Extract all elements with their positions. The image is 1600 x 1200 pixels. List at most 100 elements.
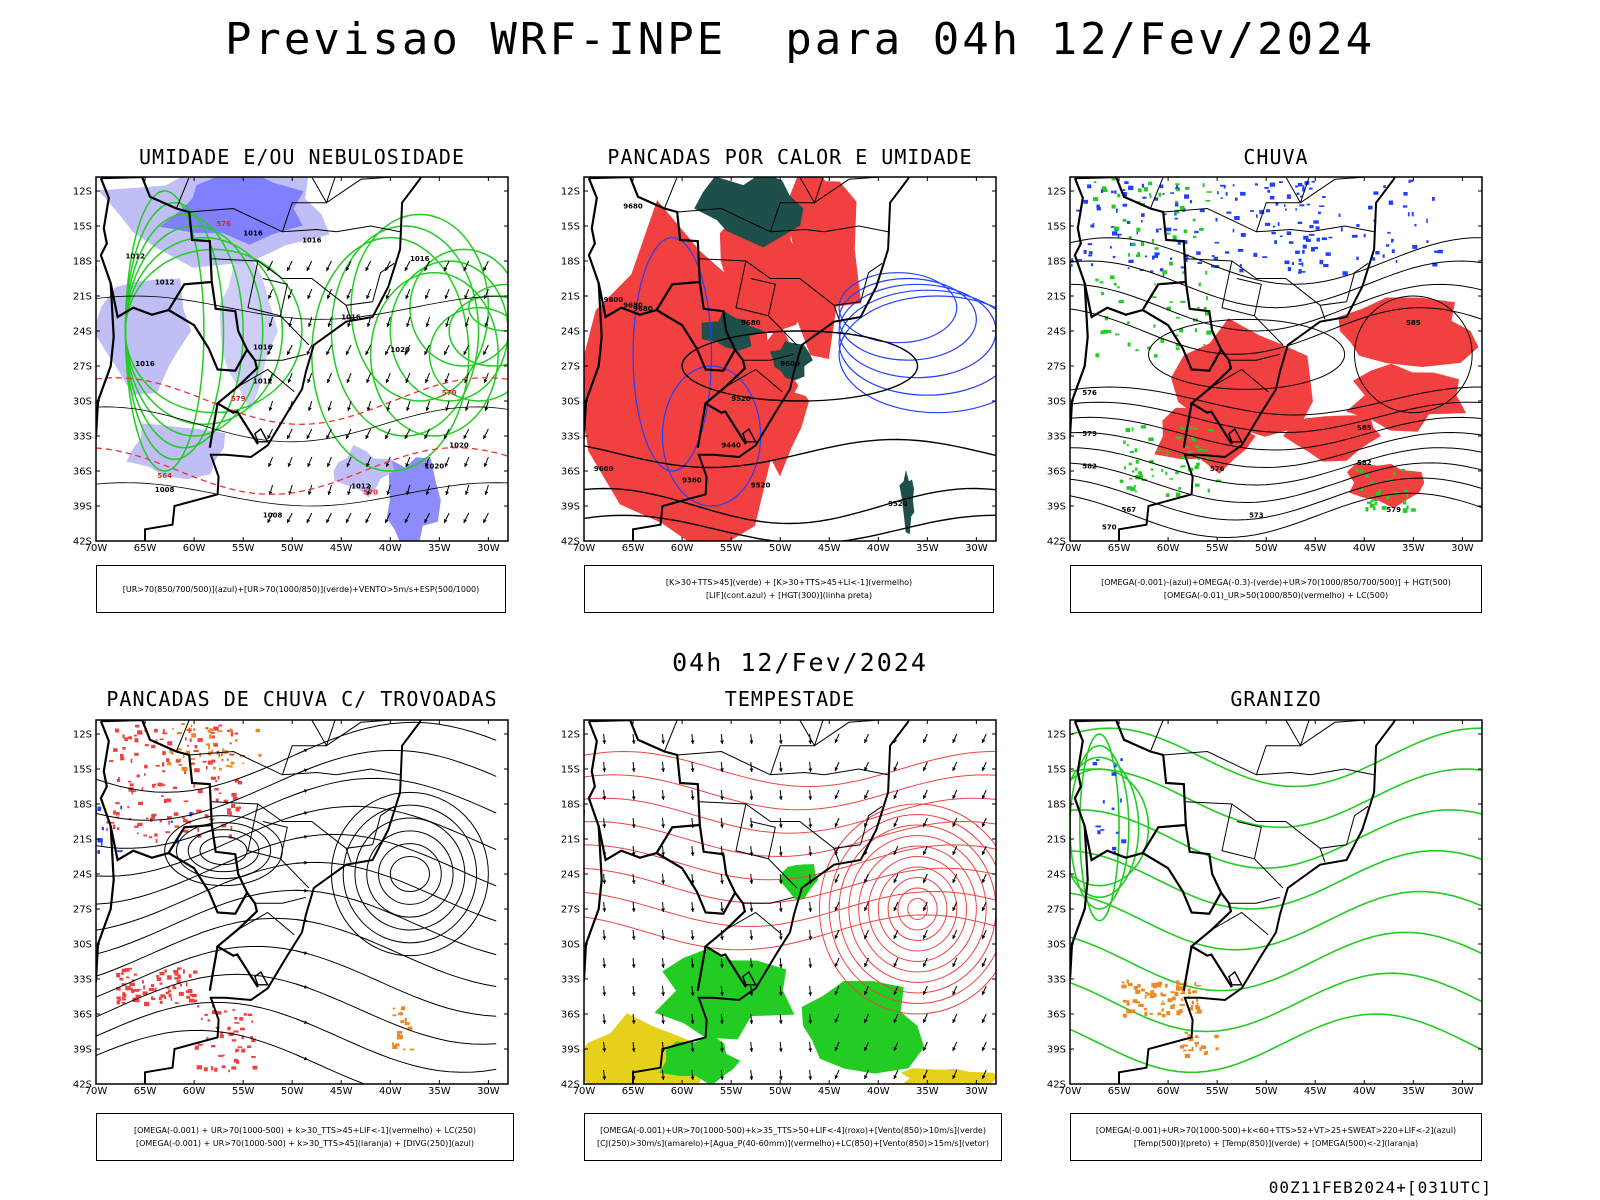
coastline — [1118, 720, 1396, 1084]
forecast-time-subtitle: 04h 12/Fev/2024 — [672, 648, 928, 677]
convective-area — [255, 728, 261, 733]
wind-vector — [661, 992, 665, 996]
thunderstorm-area — [206, 1037, 209, 1040]
lifted-index-contour — [838, 277, 977, 361]
legend-caption: [OMEGA(-0.001) + UR>70(1000-500) + k>30_… — [96, 1113, 514, 1161]
wind-vector — [893, 851, 898, 855]
contour-label: 9600 — [780, 360, 800, 368]
thunderstorm-area — [227, 811, 232, 815]
omega-strong-area — [1406, 505, 1409, 510]
wind-vector — [406, 323, 410, 327]
thunderstorm-area — [204, 814, 209, 819]
wind-vector — [287, 463, 292, 467]
omega-500-area — [1170, 991, 1175, 994]
wind-vector — [749, 824, 754, 828]
wind-vector — [981, 795, 986, 799]
omega-strong-area — [1136, 227, 1141, 232]
x-tick-label: 60W — [671, 1086, 694, 1097]
wind-vector — [893, 963, 898, 967]
x-tick-label: 50W — [281, 543, 304, 554]
convective-area — [401, 1006, 406, 1011]
x-tick-label: 55W — [1206, 1086, 1229, 1097]
thunderstorm-area — [207, 760, 213, 765]
country-border — [99, 720, 212, 862]
x-tick-label: 35W — [428, 1086, 451, 1097]
wind-vector — [749, 1076, 754, 1080]
x-tick-label: 50W — [769, 543, 792, 554]
thunderstorm-area — [194, 745, 198, 749]
contour-label: 1012 — [253, 378, 273, 386]
main-title: Previsao WRF-INPE para 04h 12/Fev/2024 — [224, 14, 1376, 65]
omega-500-area — [1194, 1012, 1197, 1014]
panel-title: PANCADAS POR CALOR E UMIDADE — [607, 145, 973, 169]
thunderstorm-area — [135, 724, 140, 728]
lagoon — [1228, 427, 1243, 443]
wind-vector — [366, 323, 371, 327]
wind-vector — [778, 796, 783, 800]
wind-vector — [631, 796, 636, 800]
state-border — [677, 750, 889, 776]
temp-850-contour — [1070, 931, 1482, 992]
wind-vector — [690, 1020, 695, 1024]
omega-strong-area — [1182, 271, 1185, 274]
omega-area — [1166, 227, 1172, 232]
omega-strong-area — [1153, 354, 1158, 358]
temp-850-contour — [1070, 744, 1130, 910]
wind-vector — [690, 796, 695, 800]
omega-area — [1299, 204, 1305, 207]
thunderstorm-area — [141, 787, 144, 791]
omega-strong-area — [1365, 473, 1369, 478]
omega-area — [1301, 271, 1306, 273]
omega-500-area — [1176, 983, 1181, 986]
omega-strong-area — [1161, 468, 1164, 472]
thunderstorm-area — [118, 777, 120, 782]
wind-vector — [981, 767, 986, 771]
omega-area — [1219, 184, 1226, 187]
convective-area — [409, 1048, 415, 1051]
state-border — [1255, 720, 1310, 775]
thunderstorm-area — [127, 736, 131, 739]
omega-strong-area — [1132, 470, 1135, 473]
streamline-loop — [378, 843, 442, 905]
omega-area — [1083, 200, 1088, 204]
thunderstorm-area — [243, 1013, 247, 1016]
wind-vector — [834, 739, 839, 743]
omega-area — [1071, 258, 1073, 261]
y-tick-label: 12S — [561, 187, 580, 198]
streamline-arrow — [304, 888, 308, 893]
thunderstorm-area — [234, 779, 239, 783]
moisture-contour — [584, 750, 996, 788]
wind-vector — [808, 824, 813, 828]
state-border — [254, 896, 307, 904]
state-border — [1228, 896, 1281, 904]
state-border — [189, 207, 401, 233]
thunderstorm-area — [193, 784, 195, 788]
omega-area — [1234, 197, 1238, 201]
thunderstorm-area — [156, 975, 160, 978]
omega-area — [1096, 204, 1100, 208]
wind-vector — [749, 796, 754, 800]
y-tick-label: 36S — [561, 467, 580, 478]
contour-label: 1020 — [390, 346, 410, 354]
omega-strong-area — [1129, 450, 1134, 453]
omega-500-area — [1180, 992, 1182, 995]
x-tick-label: 35W — [1402, 543, 1425, 554]
moisture-contour — [848, 835, 987, 983]
omega-area — [1128, 185, 1134, 191]
omega-strong-area — [1386, 495, 1390, 500]
x-tick-label: 60W — [1157, 543, 1180, 554]
omega-area — [1232, 184, 1235, 187]
wind-vector — [778, 852, 783, 856]
moisture-contour — [584, 797, 996, 834]
wind-vector — [484, 407, 489, 411]
omega-area — [1088, 254, 1093, 257]
wind-vector — [720, 1048, 724, 1052]
thunderstorm-area — [162, 770, 166, 773]
wind-vector — [602, 964, 607, 968]
omega-strong-area — [1375, 491, 1381, 496]
wind-vector — [981, 739, 986, 743]
omega-area — [1314, 246, 1318, 250]
omega-500-area — [1174, 991, 1179, 996]
thunderstorm-area — [144, 764, 148, 769]
thunderstorm-area — [128, 787, 134, 792]
